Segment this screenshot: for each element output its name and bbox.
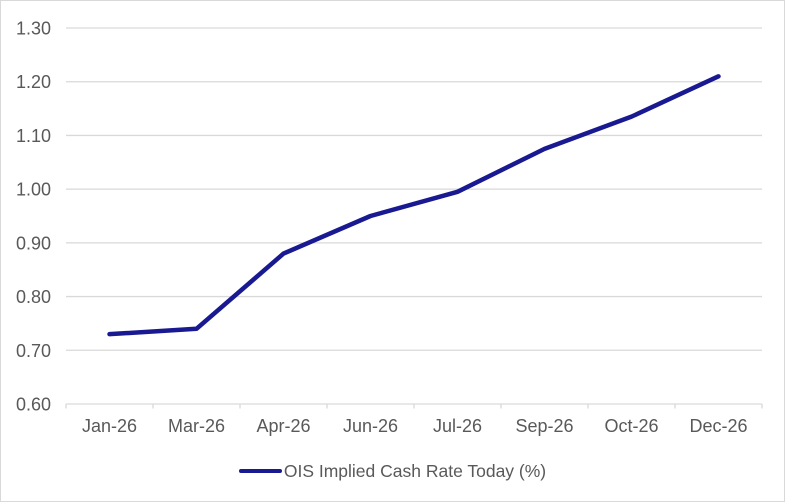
x-axis-tick-label: Sep-26	[515, 416, 573, 436]
y-axis-tick-label: 1.10	[16, 126, 51, 146]
y-axis-tick-label: 1.20	[16, 72, 51, 92]
x-axis-tick-label: Jul-26	[433, 416, 482, 436]
y-axis-tick-label: 1.30	[16, 19, 51, 39]
legend: OIS Implied Cash Rate Today (%)	[1, 459, 784, 483]
y-axis-tick-label: 0.60	[16, 395, 51, 415]
legend-line-swatch	[238, 468, 282, 474]
y-axis-tick-label: 0.70	[16, 341, 51, 361]
x-axis-tick-label: Jun-26	[343, 416, 398, 436]
x-axis-tick-label: Jan-26	[82, 416, 137, 436]
x-axis-tick-label: Oct-26	[604, 416, 658, 436]
series-line-ois-implied-cash-rate	[107, 74, 721, 337]
y-axis-tick-label: 0.80	[16, 287, 51, 307]
x-axis-tick-label: Apr-26	[256, 416, 310, 436]
y-axis-tick-label: 0.90	[16, 233, 51, 253]
x-axis-tick-label: Dec-26	[689, 416, 747, 436]
legend-series-label: OIS Implied Cash Rate Today (%)	[283, 460, 547, 481]
y-axis-tick-label: 1.00	[16, 180, 51, 200]
x-axis-tick-label: Mar-26	[168, 416, 225, 436]
